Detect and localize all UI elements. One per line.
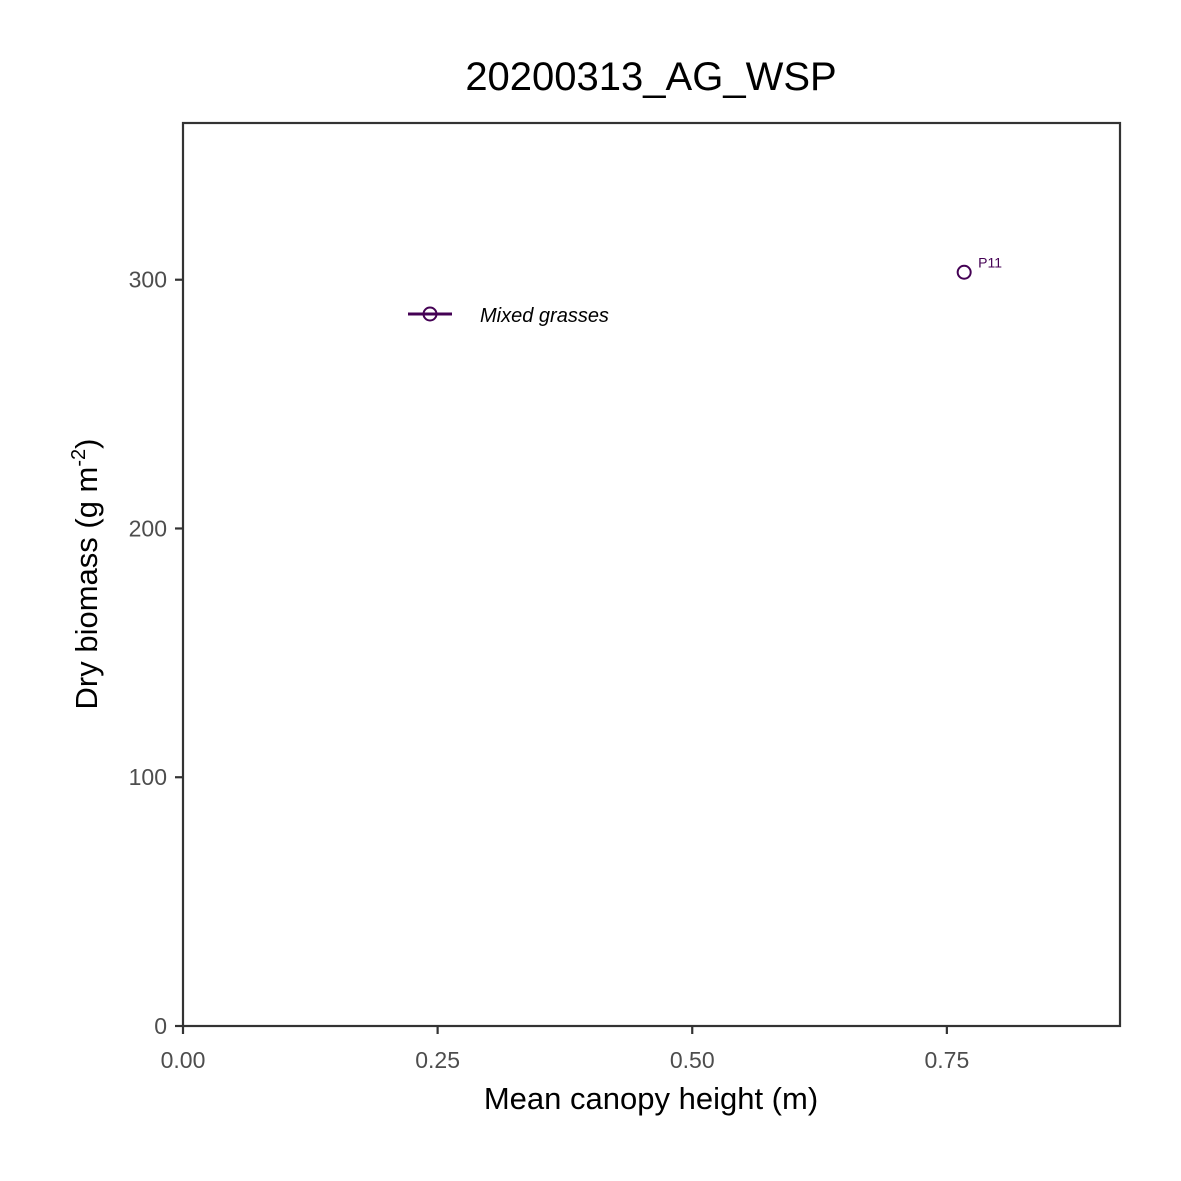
data-point bbox=[956, 264, 972, 280]
y-tick-label: 100 bbox=[129, 764, 167, 790]
legend-key-circle bbox=[422, 306, 438, 322]
plot-panel-border bbox=[181, 121, 1122, 1028]
x-axis-ticks: 0.00 0.25 0.50 0.75 bbox=[161, 1026, 969, 1073]
y-tick-label: 300 bbox=[129, 267, 167, 293]
y-axis-title-superscript: -2 bbox=[68, 449, 90, 467]
x-axis-title: Mean canopy height (m) bbox=[484, 1081, 818, 1116]
data-points: P11 bbox=[956, 254, 1002, 280]
y-tick-label: 0 bbox=[154, 1013, 167, 1039]
data-point-label: P11 bbox=[978, 254, 1002, 270]
y-axis-title-main: Dry biomass (g m bbox=[69, 467, 104, 710]
legend-label: Mixed grasses bbox=[480, 305, 609, 327]
x-tick-label: 0.50 bbox=[670, 1047, 715, 1073]
y-axis-ticks: 0 100 200 300 bbox=[129, 267, 183, 1039]
x-tick-label: 0.75 bbox=[924, 1047, 969, 1073]
x-tick-label: 0.00 bbox=[161, 1047, 206, 1073]
x-tick-label: 0.25 bbox=[415, 1047, 460, 1073]
y-tick-label: 200 bbox=[129, 515, 167, 541]
chart-title: 20200313_AG_WSP bbox=[465, 55, 836, 99]
y-axis-title: Dry biomass (g m-2) bbox=[68, 439, 104, 710]
legend: Mixed grasses bbox=[408, 305, 609, 327]
y-axis-title-close: ) bbox=[69, 439, 104, 449]
